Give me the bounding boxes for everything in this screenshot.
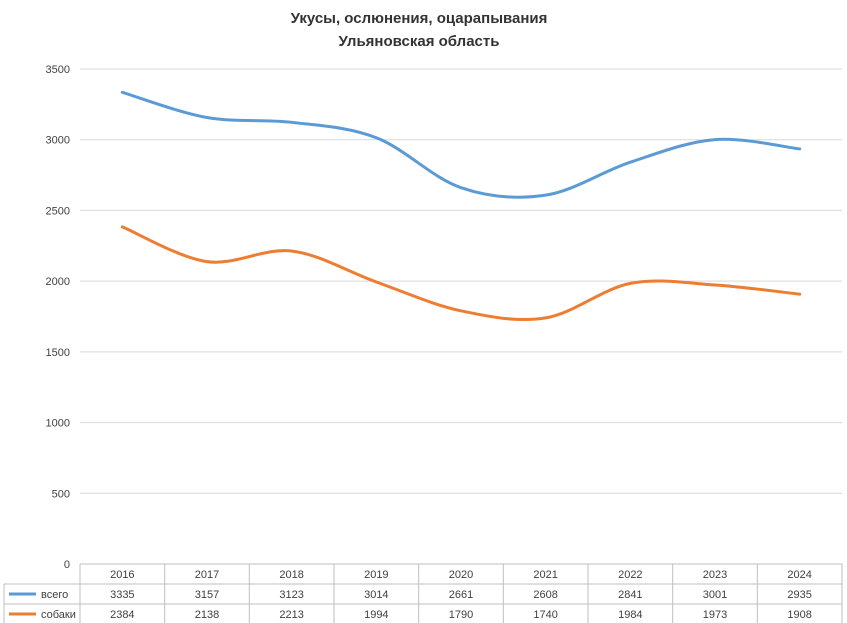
y-tick-label: 2000 [46, 276, 70, 288]
series-lines [120, 90, 802, 322]
data-label: 2384 [110, 609, 134, 621]
y-axis-ticks: 0 500 1000 1500 2000 2500 3000 3500 [46, 64, 70, 571]
data-label: 1973 [703, 609, 727, 621]
gridlines [80, 68, 842, 494]
x-tick-label: 2022 [618, 569, 642, 581]
y-tick-label: 2500 [46, 205, 70, 217]
data-label: 1984 [618, 609, 642, 621]
y-tick-label: 3500 [46, 64, 70, 76]
x-tick-label: 2023 [703, 569, 727, 581]
x-tick-label: 2018 [279, 569, 303, 581]
data-label: 2935 [787, 589, 811, 601]
data-label: 2841 [618, 589, 642, 601]
data-label: 2138 [195, 609, 219, 621]
data-label: 2608 [533, 589, 557, 601]
x-tick-label: 2016 [110, 569, 134, 581]
data-label: 1994 [364, 609, 388, 621]
data-label: 1790 [449, 609, 473, 621]
x-tick-label: 2020 [449, 569, 473, 581]
data-label: 1908 [787, 609, 811, 621]
data-label: 3123 [279, 589, 303, 601]
y-tick-label: 3000 [46, 135, 70, 147]
data-label: 1740 [533, 609, 557, 621]
x-tick-label: 2019 [364, 569, 388, 581]
y-tick-label: 0 [64, 559, 70, 571]
data-label: 3157 [195, 589, 219, 601]
data-label: 2661 [449, 589, 473, 601]
x-tick-label: 2017 [195, 569, 219, 581]
data-label: 3335 [110, 589, 134, 601]
y-tick-label: 500 [52, 488, 70, 500]
data-label: 2213 [279, 609, 303, 621]
y-tick-label: 1500 [46, 347, 70, 359]
series-line-2 [120, 225, 802, 322]
chart-title: Укусы, ослюнения, оцарапывания [291, 10, 548, 27]
data-label: 3001 [703, 589, 727, 601]
data-table: 2016 2017 2018 2019 2020 2021 2022 2023 2024 всег… [3, 563, 843, 623]
x-tick-label: 2024 [787, 569, 811, 581]
legend-label: собаки [41, 609, 76, 621]
legend-label: всего [41, 589, 68, 601]
series-line-1 [120, 90, 802, 199]
x-tick-label: 2021 [533, 569, 557, 581]
chart-subtitle: Ульяновская область [339, 33, 500, 50]
y-tick-label: 1000 [46, 418, 70, 430]
data-label: 3014 [364, 589, 388, 601]
